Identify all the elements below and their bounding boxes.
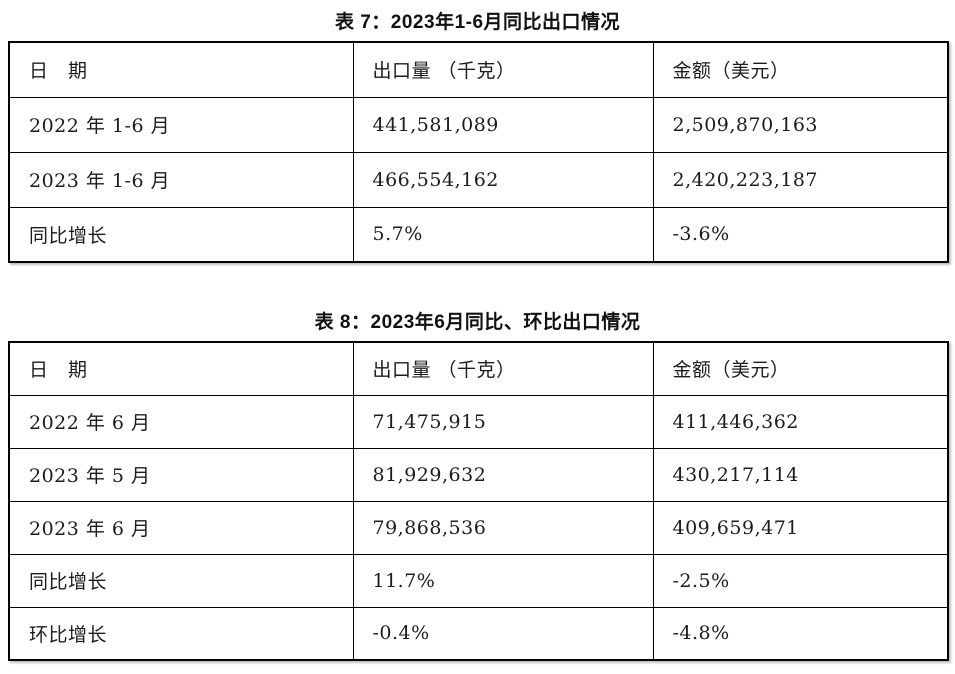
table8-title: 表 8：2023年6月同比、环比出口情况	[314, 312, 641, 333]
table-cell-amount-growth: -4.8%	[652, 606, 949, 661]
table8-header-export-volume: 出口量 （千克）	[352, 341, 654, 396]
table7-title: 表 7：2023年1-6月同比出口情况	[334, 12, 621, 33]
table8-row-2023-may: 2023 年 5 月 81,929,632 430,217,114	[8, 447, 949, 502]
table8-header-date: 日 期	[8, 341, 354, 396]
table-cell-label: 同比增长	[8, 553, 354, 608]
table-cell-date: 2023 年 6 月	[8, 500, 354, 555]
table-cell-volume: 81,929,632	[352, 447, 654, 502]
table-cell-amount: 409,659,471	[652, 500, 949, 555]
table7-header-row: 日 期 出口量 （千克） 金额（美元）	[8, 41, 949, 98]
table-cell-volume-growth: 11.7%	[352, 553, 654, 608]
table7: 日 期 出口量 （千克） 金额（美元） 2022 年 1-6 月 441,581…	[8, 41, 949, 263]
table7-row-2022: 2022 年 1-6 月 441,581,089 2,509,870,163	[8, 96, 949, 153]
table-cell-amount: 411,446,362	[652, 394, 949, 449]
table-cell-amount: 430,217,114	[652, 447, 949, 502]
table-cell-volume: 71,475,915	[352, 394, 654, 449]
table-cell-date: 2023 年 1-6 月	[8, 151, 354, 208]
table-cell-volume: 79,868,536	[352, 500, 654, 555]
table-cell-volume-growth: 5.7%	[352, 206, 654, 263]
table-cell-volume: 466,554,162	[352, 151, 654, 208]
table-cell-volume-growth: -0.4%	[352, 606, 654, 661]
table-cell-amount-growth: -2.5%	[652, 553, 949, 608]
table8-header-amount: 金额（美元）	[652, 341, 949, 396]
table-cell-label: 同比增长	[8, 206, 354, 263]
table7-row-yoy-growth: 同比增长 5.7% -3.6%	[8, 206, 949, 263]
table8-row-2023-jun: 2023 年 6 月 79,868,536 409,659,471	[8, 500, 949, 555]
table8-row-mom-growth: 环比增长 -0.4% -4.8%	[8, 606, 949, 661]
table-cell-amount: 2,420,223,187	[652, 151, 949, 208]
table7-header-date: 日 期	[8, 41, 354, 98]
table-cell-volume: 441,581,089	[352, 96, 654, 153]
table-cell-amount-growth: -3.6%	[652, 206, 949, 263]
table-cell-label: 环比增长	[8, 606, 354, 661]
table7-header-amount: 金额（美元）	[652, 41, 949, 98]
table-cell-date: 2022 年 1-6 月	[8, 96, 354, 153]
table7-row-2023: 2023 年 1-6 月 466,554,162 2,420,223,187	[8, 151, 949, 208]
table8: 日 期 出口量 （千克） 金额（美元） 2022 年 6 月 71,475,91…	[8, 341, 949, 661]
table8-row-yoy-growth: 同比增长 11.7% -2.5%	[8, 553, 949, 608]
table-cell-date: 2022 年 6 月	[8, 394, 354, 449]
table7-header-export-volume: 出口量 （千克）	[352, 41, 654, 98]
table8-row-2022-jun: 2022 年 6 月 71,475,915 411,446,362	[8, 394, 949, 449]
table-cell-amount: 2,509,870,163	[652, 96, 949, 153]
table-cell-date: 2023 年 5 月	[8, 447, 354, 502]
table8-header-row: 日 期 出口量 （千克） 金额（美元）	[8, 341, 949, 396]
